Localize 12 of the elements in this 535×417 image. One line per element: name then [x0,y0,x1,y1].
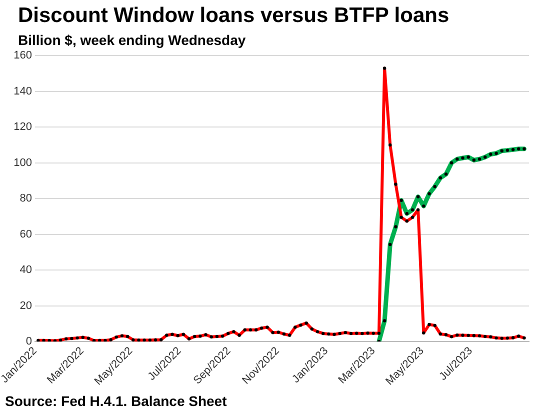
y-tick-label: 120 [14,121,32,134]
source-note: Source: Fed H.4.1. Balance Sheet [5,393,227,409]
y-tick-label: 140 [14,85,32,98]
y-tick-label: 0 [26,336,32,348]
chart-subtitle: Billion $, week ending Wednesday [18,32,246,48]
y-tick-label: 20 [20,300,32,312]
y-tick-label: 160 [14,50,32,62]
chart-title: Discount Window loans versus BTFP loans [18,4,450,28]
y-tick-label: 100 [14,156,32,169]
y-tick-label: 60 [20,228,32,240]
y-tick-label: 40 [20,264,32,276]
y-tick-label: 80 [20,192,32,205]
